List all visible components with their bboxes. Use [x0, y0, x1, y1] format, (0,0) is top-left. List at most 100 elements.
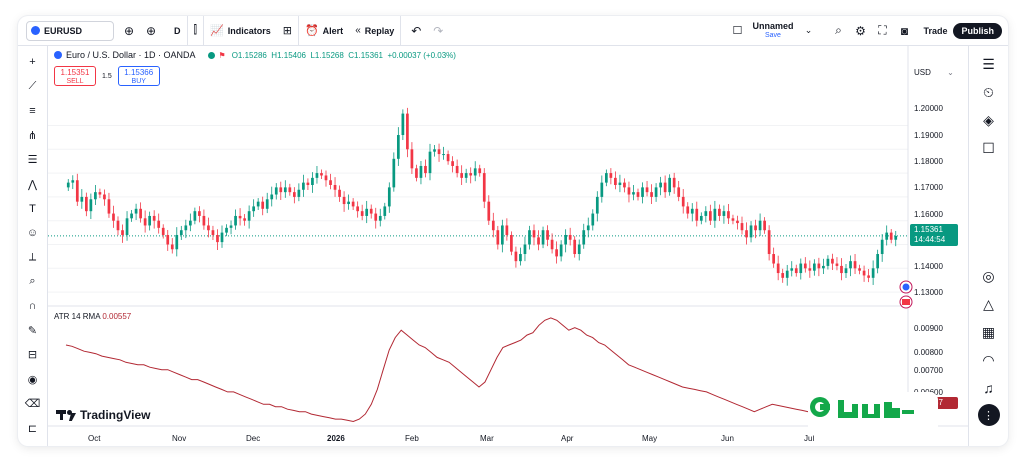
candle	[121, 230, 124, 235]
pitchfork-icon[interactable]: ⋔	[27, 129, 38, 142]
text-icon[interactable]: T	[29, 202, 36, 215]
eye-toggle-icon[interactable]: ⚑	[218, 50, 226, 60]
candle	[315, 173, 319, 178]
undo-icon[interactable]: ↶	[411, 23, 422, 38]
atr-tick: 0.00800	[914, 348, 943, 357]
candle	[202, 215, 206, 226]
candle	[424, 165, 427, 174]
sell-button[interactable]: 1.15351 SELL	[54, 66, 96, 86]
indicators-label: Indicators	[227, 25, 271, 36]
interval-button[interactable]: D	[168, 16, 188, 46]
candle	[844, 268, 848, 274]
candle	[519, 254, 522, 262]
chart-type-button[interactable]: ⫿	[188, 16, 205, 46]
redo-icon[interactable]: ↷	[433, 23, 444, 38]
compare-icon[interactable]: ⊕	[123, 23, 135, 38]
candle	[645, 187, 649, 193]
atr-legend[interactable]: ATR 14 RMA 0.00557	[54, 312, 131, 321]
fibonacci-icon[interactable]: ☰	[27, 154, 38, 167]
crosshair-icon[interactable]: +	[29, 56, 36, 69]
symbol-search[interactable]: EURUSD	[26, 20, 114, 41]
watchlist-icon[interactable]: ☰	[982, 55, 995, 72]
chevron-down-icon[interactable]: ⌄	[804, 25, 813, 35]
watermark-logo-icon	[810, 397, 914, 418]
candle	[184, 225, 188, 231]
camera-icon[interactable]: ◙	[900, 23, 909, 38]
candle	[428, 151, 432, 174]
tradingview-logo[interactable]: TradingView	[56, 408, 150, 422]
candle	[650, 192, 653, 197]
candle	[718, 208, 721, 216]
candle	[632, 192, 635, 195]
candle	[478, 168, 482, 174]
settings-gear-icon[interactable]: ⚙	[855, 23, 866, 38]
fullscreen-icon[interactable]: ⛶	[878, 23, 887, 37]
candle	[799, 263, 803, 274]
currency-selector[interactable]: USD ⌄	[914, 68, 954, 77]
price-tick: 1.16000	[914, 210, 943, 219]
lock-icon[interactable]: ⊟	[27, 349, 38, 362]
pattern-icon[interactable]: ⋀	[27, 178, 38, 191]
tradingview-window: EURUSD ⊕ ⊕ D ⫿ 📈 Indicators ⊞ ⏰ Alert « …	[18, 16, 1008, 446]
price-tick: 1.19000	[914, 131, 943, 140]
last-price-badge: 1.15361 14:44:54	[910, 224, 958, 246]
candle	[288, 187, 292, 193]
target-icon[interactable]: ◎	[982, 267, 995, 284]
candle	[166, 234, 170, 245]
legend-title: Euro / U.S. Dollar · 1D · OANDA	[66, 50, 196, 60]
lock-drawing-icon[interactable]: ✎	[27, 324, 38, 337]
trade-button[interactable]: Trade	[923, 25, 948, 36]
candle	[247, 211, 251, 221]
zoom-icon[interactable]: ⌕	[29, 275, 36, 288]
candle	[636, 192, 640, 197]
layout-checkbox-icon[interactable]: ☐	[732, 25, 743, 37]
time-tick: Jun	[721, 434, 734, 443]
candle	[767, 230, 771, 255]
event-flag-eu-dot	[902, 283, 910, 291]
apps-grid-icon[interactable]: ⋮	[977, 404, 1000, 426]
replay-button[interactable]: « Replay	[349, 16, 402, 46]
eye-icon[interactable]: ◉	[27, 373, 38, 386]
symbol-legend[interactable]: Euro / U.S. Dollar · 1D · OANDA ⚑ O1.152…	[54, 50, 456, 60]
layout-name-button[interactable]: Unnamed Save	[752, 21, 793, 40]
magnet-icon[interactable]: ∩	[28, 300, 37, 313]
candle	[704, 211, 708, 216]
price-tick: 1.14000	[914, 262, 943, 271]
layouts-button[interactable]: ⊞	[277, 16, 299, 46]
price-chart[interactable]	[48, 46, 968, 446]
buy-button[interactable]: 1.15366 BUY	[117, 66, 160, 86]
alert-button[interactable]: ⏰ Alert	[299, 16, 349, 46]
ideas-icon[interactable]: △	[983, 295, 994, 312]
calendar-icon[interactable]: ▦	[981, 323, 996, 340]
alerts-clock-icon[interactable]: ⏲	[983, 83, 994, 100]
publish-button[interactable]: Publish	[953, 22, 1002, 39]
candle	[496, 230, 500, 245]
candle	[116, 220, 120, 231]
indicators-button[interactable]: 📈 Indicators	[204, 16, 277, 46]
chat-icon[interactable]: ☐	[982, 139, 995, 156]
trend-line-icon[interactable]: ⟋	[28, 80, 37, 93]
layers-icon[interactable]: ◈	[983, 111, 994, 128]
candle	[66, 182, 70, 188]
replay-label: Replay	[364, 25, 395, 36]
trash-icon[interactable]: ⌫	[24, 398, 41, 411]
candle	[618, 182, 622, 185]
channel-icon[interactable]: ≡	[29, 104, 36, 117]
time-tick: Nov	[172, 434, 187, 443]
candle	[641, 187, 644, 197]
chevron-down-icon: ⌄	[947, 68, 954, 77]
notifications-bell-icon[interactable]: ♫	[983, 380, 994, 396]
emoji-icon[interactable]: ☺	[26, 226, 39, 239]
market-open-icon	[207, 51, 215, 59]
measure-icon[interactable]: ⟂	[28, 250, 37, 263]
candle	[401, 113, 405, 136]
buy-label: BUY	[131, 78, 146, 85]
streams-icon[interactable]: ◠	[982, 351, 995, 368]
quick-search-icon[interactable]: ⌕	[835, 23, 842, 37]
candles-group	[66, 107, 898, 286]
object-tree-icon[interactable]: ⊏	[27, 422, 38, 435]
add-symbol-icon[interactable]: ⊕	[145, 23, 157, 38]
chart-pane[interactable]: Euro / U.S. Dollar · 1D · OANDA ⚑ O1.152…	[48, 46, 968, 446]
legend-low: L1.15268	[310, 50, 344, 60]
candle	[627, 187, 631, 195]
